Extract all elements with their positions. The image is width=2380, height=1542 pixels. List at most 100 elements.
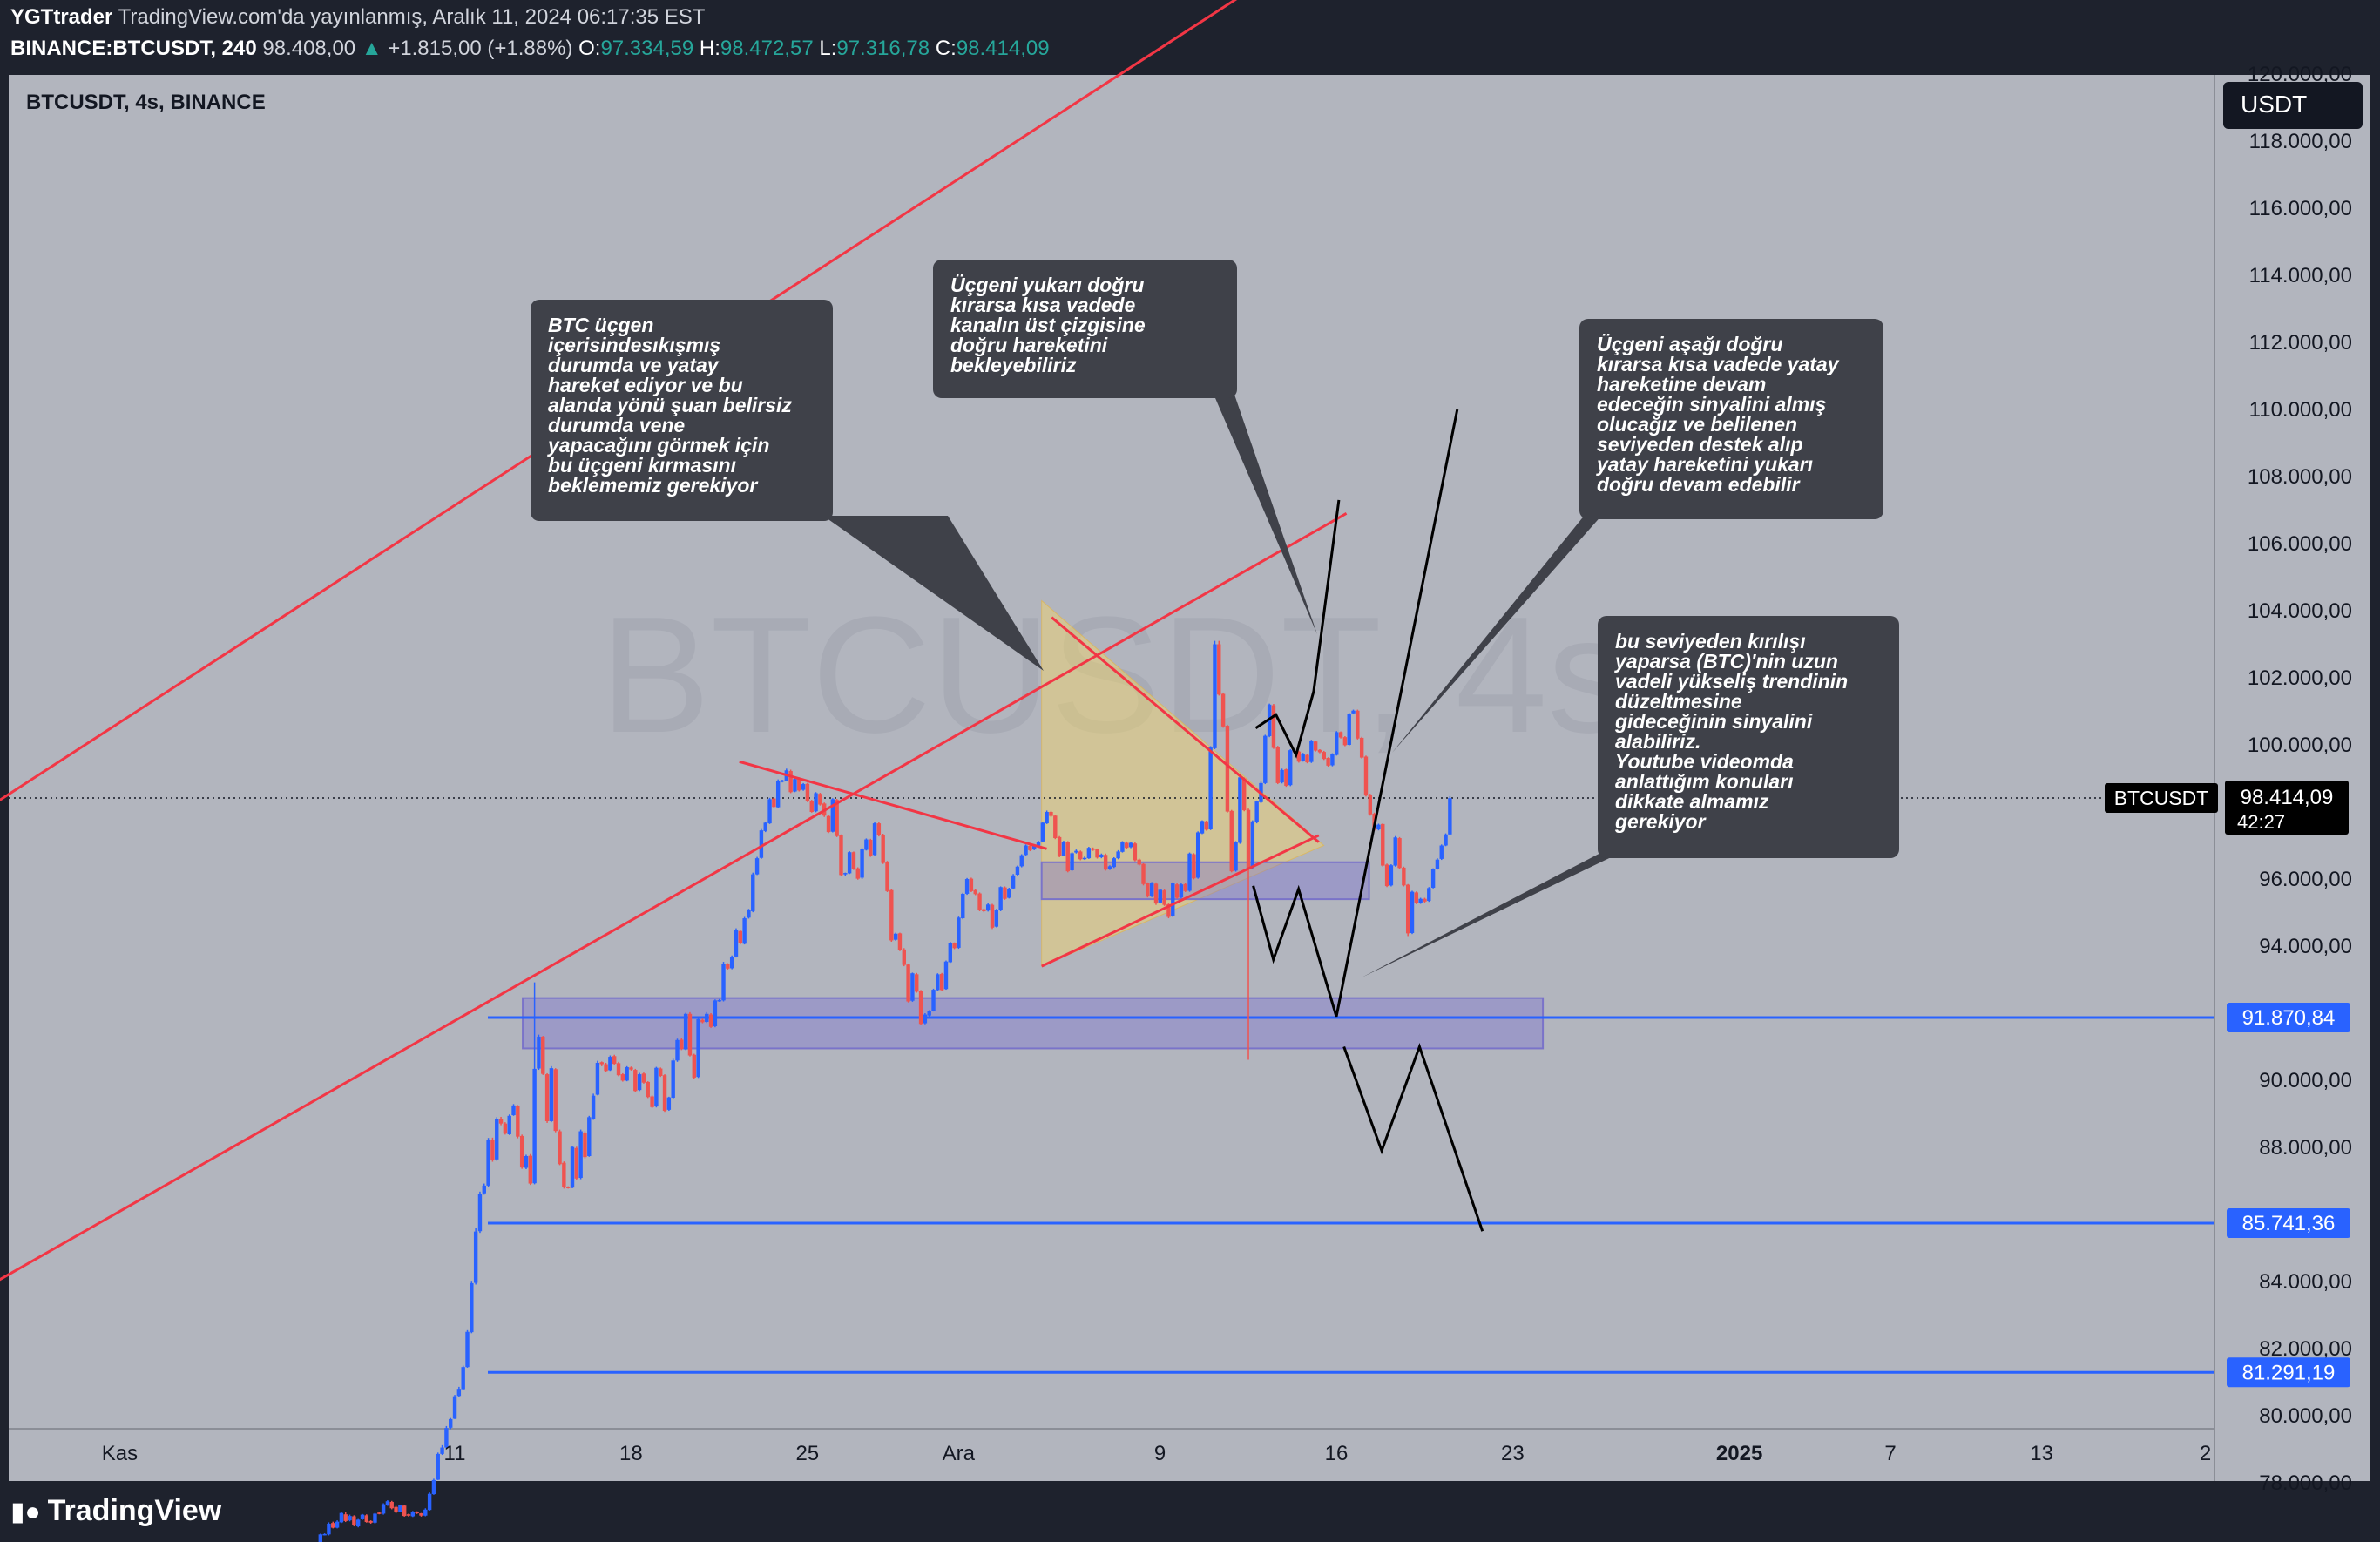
candle-body <box>915 974 919 992</box>
price-tick-label: 100.000,00 <box>2248 734 2352 757</box>
candle-body <box>876 823 882 835</box>
candle-body <box>1171 883 1175 916</box>
candle-body <box>889 889 894 941</box>
candle-body <box>1284 769 1288 786</box>
current-price-label: 98.414,09 <box>2241 786 2334 809</box>
symbol-label[interactable]: BINANCE:BTCUSDT, 240 <box>10 37 257 60</box>
candle-body <box>826 815 831 833</box>
candle-body <box>1254 801 1259 822</box>
candle-body <box>1003 887 1007 899</box>
candle-body <box>470 1282 474 1333</box>
currency-button[interactable]: USDT <box>2223 82 2363 129</box>
candle-body <box>1263 735 1268 783</box>
candle-body <box>629 1067 633 1070</box>
candle-body <box>726 964 730 969</box>
candle-body <box>452 1396 457 1419</box>
candle-body <box>659 1068 663 1076</box>
candle-body <box>1439 845 1444 859</box>
candle-body <box>1183 883 1187 891</box>
candle-body <box>1376 824 1381 830</box>
candle-body <box>843 873 848 875</box>
candle-body <box>1317 749 1322 753</box>
candle-body <box>1082 857 1087 860</box>
candle-body <box>1125 842 1129 849</box>
candle-body <box>553 1069 558 1132</box>
price-tick-label: 110.000,00 <box>2249 398 2352 422</box>
candle-body <box>519 1135 524 1168</box>
candle-body <box>608 1057 612 1071</box>
candle-body <box>738 930 743 943</box>
candle-body <box>1393 837 1397 866</box>
candle-body <box>708 1014 713 1027</box>
published-text: TradingView.com'da yayınlanmış, Aralık 1… <box>118 5 706 29</box>
candle-body <box>1045 812 1049 824</box>
candle-body <box>1234 842 1238 871</box>
time-tick-label: 25 <box>795 1442 819 1465</box>
candle-body <box>893 933 898 940</box>
candle-body <box>1335 732 1339 755</box>
candle-body <box>998 887 1003 910</box>
candle-body <box>570 1146 575 1188</box>
candle-body <box>1019 855 1024 867</box>
candle-body <box>696 1018 700 1078</box>
symbol-tag-label: BTCUSDT <box>2114 787 2209 809</box>
candle-body <box>1204 821 1209 830</box>
candle-body <box>1099 854 1104 857</box>
time-tick-label: 11 <box>444 1442 466 1465</box>
tradingview-logo[interactable]: ▮● TradingView <box>10 1494 221 1528</box>
candle-body <box>477 1194 483 1232</box>
candle-body <box>1137 859 1141 865</box>
header-bar: YGTtrader TradingView.com'da yayınlanmış… <box>0 0 2380 71</box>
candle-body <box>558 1131 562 1165</box>
candle-body <box>961 893 965 919</box>
candle-body <box>368 1520 373 1523</box>
candle-body <box>1338 732 1343 738</box>
time-tick-label: 23 <box>1501 1442 1525 1465</box>
level-price-label: 85.741,36 <box>2242 1212 2336 1235</box>
candle-body <box>604 1064 608 1072</box>
candle-body <box>973 889 977 895</box>
candle-body <box>1430 869 1436 889</box>
candle-body <box>1078 851 1083 860</box>
author-name[interactable]: YGTtrader <box>10 5 113 29</box>
candle-body <box>839 835 843 876</box>
candle-body <box>532 1068 537 1184</box>
candle-body <box>864 839 869 850</box>
candle-body <box>1007 889 1011 898</box>
candle-body <box>1410 891 1415 933</box>
candle-body <box>872 823 877 856</box>
candle-body <box>1195 832 1200 878</box>
candle-body <box>364 1515 369 1523</box>
candle-body <box>612 1056 617 1065</box>
candle-body <box>419 1513 423 1516</box>
candle-body <box>449 1418 453 1428</box>
candle-body <box>385 1501 390 1505</box>
callout-triangle-compression: BTC üçgen içerisindesıkışmış durumda ve … <box>531 300 833 521</box>
candle-body <box>943 961 949 990</box>
candle-body <box>360 1514 365 1519</box>
candle-body <box>528 1155 533 1184</box>
candle-body <box>814 793 818 812</box>
logo-text: TradingView <box>47 1494 222 1527</box>
candle-body <box>692 1054 696 1078</box>
candle-body <box>1032 845 1037 850</box>
candle-body <box>625 1066 629 1081</box>
price-tick-label: 80.000,00 <box>2259 1404 2352 1428</box>
open-value: 97.334,59 <box>600 37 694 60</box>
candle-body <box>1208 747 1213 830</box>
candle-body <box>1220 693 1226 727</box>
footer-bar: ▮● TradingView <box>0 1481 2380 1542</box>
candle-body <box>1174 884 1180 898</box>
candle-body <box>1200 821 1205 834</box>
callout-upward-break: Üçgeni yukarı doğru kırarsa kısa vadede … <box>933 260 1237 398</box>
symbol-info: BINANCE:BTCUSDT, 240 98.408,00 ▲ +1.815,… <box>10 37 1050 61</box>
callout-text: Üçgeni aşağı doğru kırarsa kısa vadede y… <box>1597 333 1839 496</box>
high-label: H: <box>699 37 720 60</box>
candle-body <box>1313 741 1318 751</box>
candle-body <box>1359 737 1364 758</box>
price-tick-label: 76.000,00 <box>2259 1539 2352 1542</box>
candle-body <box>1053 815 1058 839</box>
candle-body <box>402 1505 407 1517</box>
candle-body <box>1368 794 1373 815</box>
